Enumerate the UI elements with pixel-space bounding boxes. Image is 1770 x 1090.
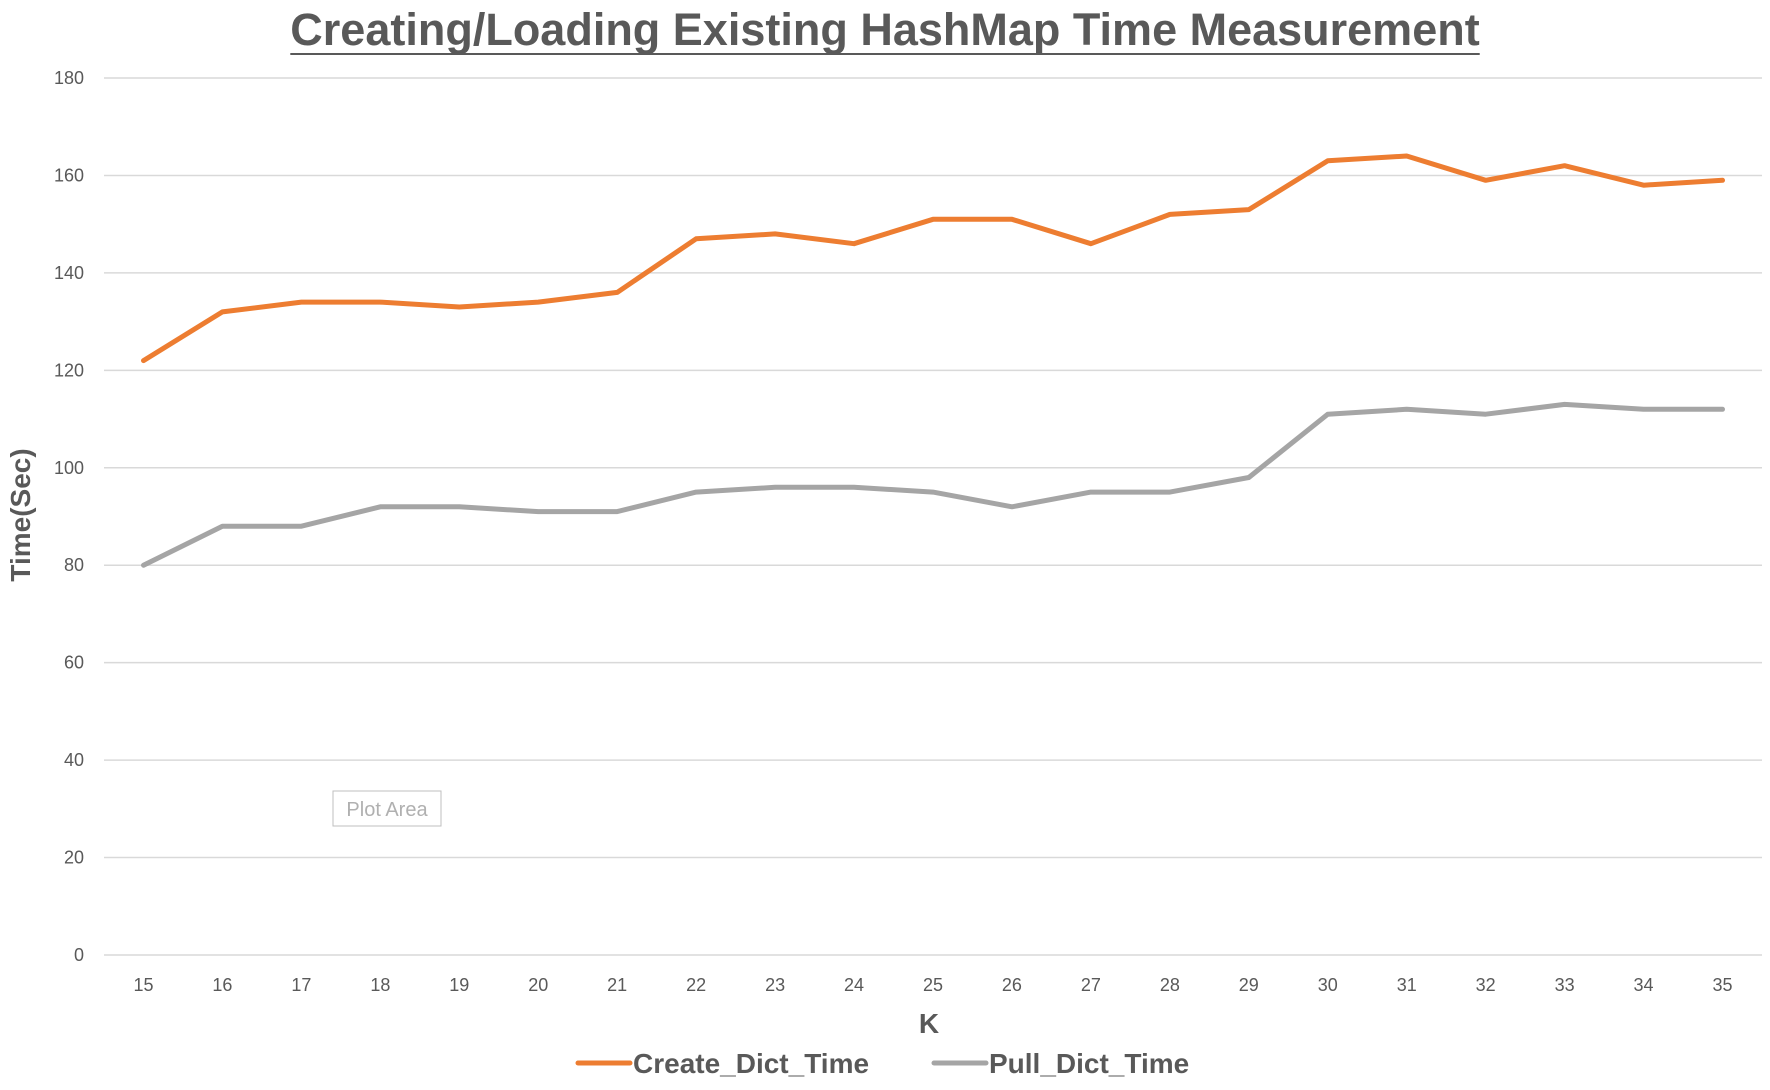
y-tick-label: 100 xyxy=(54,458,84,478)
x-tick-label: 20 xyxy=(528,975,548,995)
y-tick-label: 120 xyxy=(54,360,84,380)
legend-label: Pull_Dict_Time xyxy=(989,1048,1189,1079)
x-tick-label: 30 xyxy=(1318,975,1338,995)
legend: Create_Dict_Time Pull_Dict_Time xyxy=(575,1048,1189,1079)
gridlines xyxy=(104,77,1762,956)
y-axis-label: Time(Sec) xyxy=(5,448,36,581)
x-tick-label: 31 xyxy=(1397,975,1417,995)
series-line-create-dict-time xyxy=(141,153,1725,364)
series-lines xyxy=(141,153,1725,568)
y-tick-label: 80 xyxy=(64,555,84,575)
x-tick-label: 28 xyxy=(1160,975,1180,995)
x-tick-label: 29 xyxy=(1239,975,1259,995)
x-tick-label: 16 xyxy=(212,975,232,995)
x-tick-label: 19 xyxy=(449,975,469,995)
x-tick-label: 15 xyxy=(133,975,153,995)
x-tick-label: 34 xyxy=(1634,975,1654,995)
x-tick-label: 32 xyxy=(1476,975,1496,995)
y-axis-ticks: 0 20 40 60 80 100 120 140 160 180 xyxy=(54,68,84,965)
x-axis-label: K xyxy=(919,1008,939,1039)
y-tick-label: 60 xyxy=(64,653,84,673)
x-tick-label: 24 xyxy=(844,975,864,995)
y-tick-label: 20 xyxy=(64,848,84,868)
x-tick-label: 27 xyxy=(1081,975,1101,995)
series-line-pull-dict-time xyxy=(141,401,1725,568)
y-tick-label: 180 xyxy=(54,68,84,88)
x-tick-label: 35 xyxy=(1713,975,1733,995)
x-tick-label: 17 xyxy=(291,975,311,995)
x-tick-label: 21 xyxy=(607,975,627,995)
y-tick-label: 140 xyxy=(54,263,84,283)
x-tick-label: 26 xyxy=(1002,975,1022,995)
tooltip-text: Plot Area xyxy=(346,799,428,821)
legend-label: Create_Dict_Time xyxy=(633,1048,869,1079)
x-tick-label: 33 xyxy=(1555,975,1575,995)
y-tick-label: 40 xyxy=(64,750,84,770)
x-tick-label: 22 xyxy=(686,975,706,995)
tooltip-box xyxy=(332,790,442,827)
x-tick-label: 18 xyxy=(370,975,390,995)
chart-title: Creating/Loading Existing HashMap Time M… xyxy=(290,4,1479,55)
x-axis-ticks: 15 16 17 18 19 20 21 22 23 24 25 26 27 28 29 30 31 32 33 34… xyxy=(133,975,1732,995)
x-tick-label: 23 xyxy=(765,975,785,995)
x-tick-label: 25 xyxy=(923,975,943,995)
y-tick-label: 160 xyxy=(54,165,84,185)
plot-area-tooltip: Plot Area xyxy=(332,790,442,827)
y-tick-label: 0 xyxy=(74,945,84,965)
